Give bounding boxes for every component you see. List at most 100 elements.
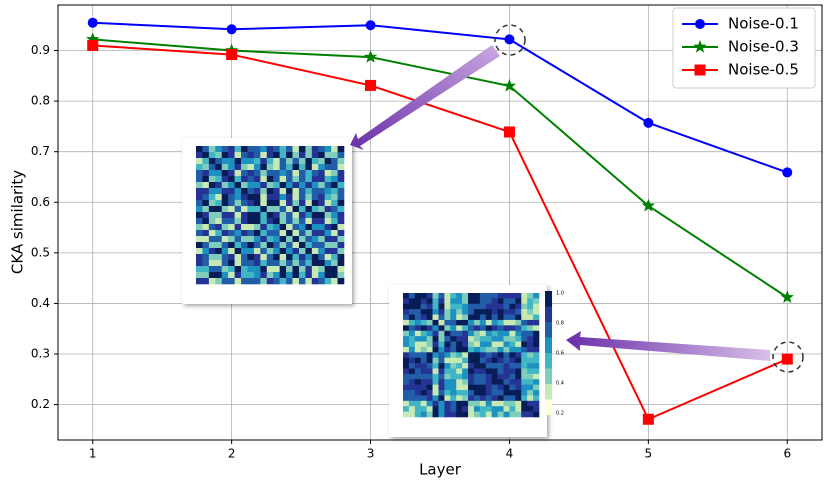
heat-cell — [473, 384, 481, 391]
heat-cell — [215, 254, 223, 261]
x-tick-label: 6 — [783, 447, 791, 461]
heat-cell — [527, 384, 534, 391]
heat-cell — [324, 248, 332, 255]
heat-cell — [215, 182, 223, 189]
heat-cell — [450, 341, 457, 348]
heat-cell — [279, 230, 287, 237]
heat-cell — [403, 303, 410, 310]
heat-cell — [286, 194, 293, 201]
heat-cell — [298, 182, 306, 189]
heat-cell — [497, 309, 504, 315]
heat-cell — [468, 400, 475, 407]
heat-cell — [331, 188, 338, 195]
heat-cell — [221, 230, 229, 237]
heat-cell — [318, 170, 325, 177]
heat-cell — [337, 164, 345, 171]
heat-cell — [196, 146, 203, 153]
heat-cell — [234, 158, 242, 165]
heat-cell — [473, 373, 481, 380]
heat-cell — [509, 373, 516, 380]
heat-cell — [234, 242, 242, 249]
heat-cell — [286, 152, 293, 159]
heat-cell — [228, 272, 235, 279]
heat-cell — [202, 206, 210, 213]
heat-cell — [273, 242, 280, 249]
heat-cell — [485, 363, 492, 369]
heat-cell — [331, 182, 338, 189]
heat-cell — [279, 158, 287, 165]
heat-cell — [221, 182, 229, 189]
heat-cell — [298, 212, 306, 219]
heat-cell — [468, 346, 475, 353]
heat-cell — [456, 330, 463, 337]
heat-cell — [221, 224, 229, 231]
heat-cell — [444, 309, 451, 315]
heat-cell — [408, 303, 416, 310]
heat-cell — [450, 390, 457, 396]
heat-cell — [479, 384, 487, 391]
heat-cell — [485, 341, 492, 348]
heat-cell — [215, 152, 223, 159]
heat-cell — [509, 368, 516, 375]
heat-cell — [241, 224, 248, 231]
heat-cell — [241, 242, 248, 249]
heat-cell — [426, 384, 433, 391]
heat-cell — [311, 176, 319, 183]
heat-cell — [414, 373, 422, 380]
heat-cell — [403, 314, 410, 321]
heat-cell — [527, 303, 534, 310]
heat-cell — [509, 341, 516, 348]
heat-cell — [515, 330, 522, 337]
heat-cell — [234, 176, 242, 183]
heat-cell — [337, 158, 345, 165]
heat-cell — [253, 230, 261, 237]
heat-cell — [527, 395, 534, 402]
heat-cell — [292, 236, 300, 243]
heat-cell — [324, 218, 332, 225]
heat-cell — [408, 330, 416, 337]
heat-cell — [479, 336, 487, 342]
heat-cell — [324, 206, 332, 213]
heat-cell — [279, 266, 287, 273]
heat-cell — [527, 293, 534, 299]
heat-cell — [497, 373, 504, 380]
heat-cell — [247, 236, 255, 243]
heat-cell — [509, 325, 516, 332]
heat-cell — [473, 390, 481, 396]
heat-cell — [408, 390, 416, 396]
x-tick-label: 5 — [645, 447, 653, 461]
heat-cell — [450, 406, 457, 412]
heat-cell — [331, 278, 338, 285]
heat-cell — [515, 319, 522, 326]
heat-cell — [324, 212, 332, 219]
heat-cell — [260, 182, 268, 189]
marker — [780, 290, 794, 303]
heat-cell — [337, 266, 345, 273]
heat-cell — [234, 266, 242, 273]
heat-cell — [279, 218, 287, 225]
heat-cell — [491, 309, 498, 315]
heat-cell — [414, 395, 422, 402]
heat-cell — [253, 260, 261, 267]
heat-cell — [479, 357, 487, 364]
heat-cell — [228, 176, 235, 183]
heat-cell — [479, 373, 487, 380]
heat-cell — [234, 254, 242, 261]
heat-cell — [408, 411, 416, 418]
heat-cell — [527, 336, 534, 342]
heat-cell — [215, 236, 223, 243]
heat-cell — [279, 278, 287, 285]
heat-cell — [485, 325, 492, 332]
heat-cell — [247, 218, 255, 225]
heat-cell — [521, 352, 528, 358]
heat-cell — [414, 303, 422, 310]
heat-cell — [462, 379, 469, 385]
heat-cell — [426, 406, 433, 412]
heat-cell — [521, 298, 528, 305]
heat-cell — [279, 164, 287, 171]
heat-cell — [509, 384, 516, 391]
heat-cell — [444, 303, 451, 310]
heat-cell — [234, 272, 242, 279]
heat-cell — [438, 303, 445, 310]
heat-cell — [228, 254, 235, 261]
